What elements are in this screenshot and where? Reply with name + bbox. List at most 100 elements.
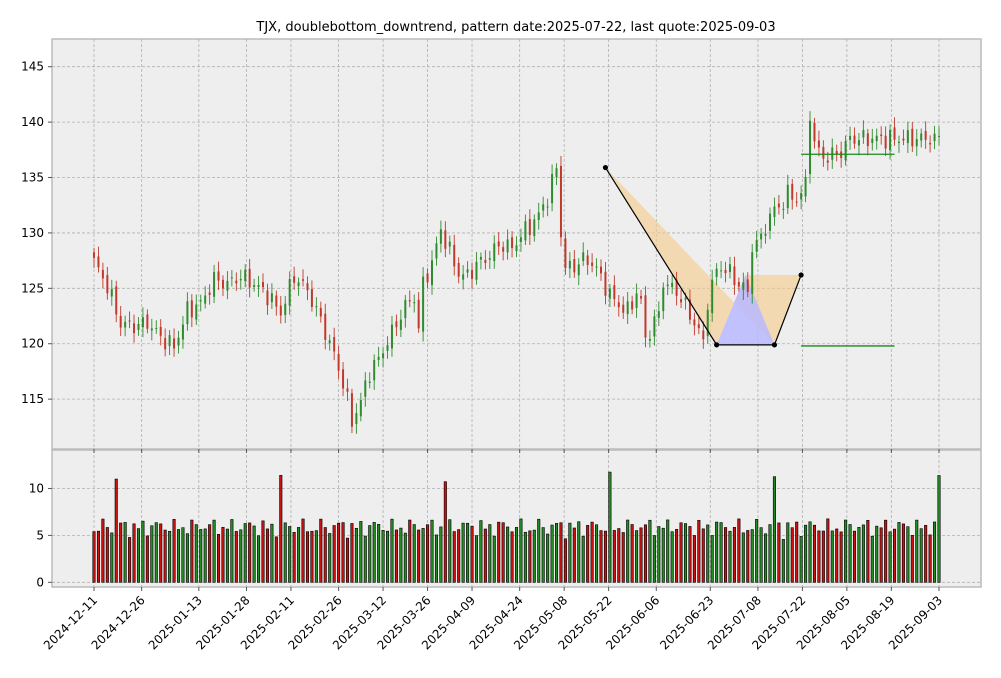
volume-bar (368, 525, 372, 583)
candle-body (777, 203, 780, 208)
candle-body (453, 244, 456, 267)
volume-bar (759, 527, 763, 583)
volume-bar (861, 524, 865, 583)
volume-bar (377, 524, 381, 583)
candle-body (399, 319, 402, 330)
candle-body (488, 258, 491, 260)
candle-body (551, 174, 554, 204)
volume-bar (550, 524, 554, 583)
candle-body (724, 269, 727, 274)
volume-bar (252, 525, 256, 583)
volume-bar (274, 536, 278, 583)
candle-body (586, 255, 589, 266)
candle-body (190, 300, 193, 318)
volume-bar (626, 519, 630, 583)
volume-bar (110, 532, 114, 583)
candle-body (386, 345, 389, 351)
candle-body (577, 264, 580, 276)
volume-bar (541, 527, 545, 583)
candle-body (137, 323, 140, 330)
volume-bar (670, 531, 674, 583)
candle-body (742, 282, 745, 290)
candle-body (786, 184, 789, 209)
candle-body (319, 307, 322, 317)
candle-body (328, 340, 331, 344)
volume-bar (870, 535, 874, 583)
volume-bar (403, 532, 407, 583)
candle-body (350, 393, 353, 427)
candle-body (346, 388, 349, 392)
volume-bar (239, 529, 243, 583)
candle-body (310, 289, 313, 307)
candle-body (769, 213, 771, 231)
candle-body (484, 259, 487, 264)
candle-body (511, 237, 514, 249)
candle-body (146, 314, 149, 329)
volume-bar (390, 518, 394, 583)
candle-body (390, 324, 393, 349)
candle-body (471, 269, 474, 279)
volume-bar (514, 527, 519, 583)
volume-bar (492, 535, 496, 583)
volume-bar (190, 519, 194, 583)
volume-bar (639, 527, 643, 583)
candle-body (128, 320, 131, 322)
candle-body (884, 135, 887, 149)
volume-bar (323, 527, 327, 583)
chart-title: TJX, doublebottom_downtrend, pattern dat… (255, 20, 775, 35)
candle-body (559, 165, 562, 238)
candle-body (533, 219, 536, 236)
volume-bar (621, 532, 625, 583)
volume-bar (630, 524, 634, 583)
volume-bar (243, 523, 247, 583)
volume-bar (421, 528, 425, 583)
volume-bar (692, 535, 696, 583)
volume-bar (732, 527, 736, 583)
candle-body (622, 304, 625, 313)
candle-body (106, 275, 109, 294)
candle-body (893, 127, 896, 140)
volume-bar (372, 522, 376, 583)
volume-bar (159, 523, 163, 583)
candle-body (751, 252, 754, 294)
volume-bar (270, 523, 274, 583)
volume-bar (595, 524, 599, 583)
volume-bar (848, 524, 852, 583)
volume-bar (506, 526, 510, 583)
volume-bar (768, 524, 772, 583)
pattern-point (771, 342, 778, 348)
candle-body (404, 299, 407, 319)
volume-bar (261, 520, 265, 583)
candle-body (257, 284, 260, 287)
candle-body (431, 260, 433, 286)
candle-body (524, 221, 527, 241)
volume-bar (657, 526, 661, 583)
volume-bar (399, 527, 403, 583)
volume-bar (519, 518, 523, 583)
volume-bar (363, 535, 367, 583)
volume-bar (919, 528, 923, 583)
candle-body (653, 316, 656, 337)
volume-bar (528, 530, 532, 583)
volume-bar (924, 525, 928, 583)
candle-body (809, 120, 812, 174)
volume-bar (132, 523, 136, 583)
volume-bar (812, 524, 816, 583)
volume-bar (417, 529, 421, 583)
volume-bar (724, 527, 728, 583)
volume-bar (710, 535, 714, 583)
candle-body (800, 193, 803, 200)
candle-body (684, 297, 687, 300)
volume-bar (412, 524, 416, 583)
volume-y-tick-label: 10 (29, 481, 44, 495)
candle-body (173, 338, 176, 349)
volume-bar (319, 518, 323, 583)
candle-body (266, 290, 269, 306)
candle-body (889, 130, 892, 151)
volume-bar (844, 519, 848, 583)
volume-bar (928, 534, 932, 583)
volume-bar (559, 522, 563, 583)
volume-bar (643, 524, 647, 583)
candle-body (688, 299, 691, 320)
volume-bar (728, 530, 732, 583)
